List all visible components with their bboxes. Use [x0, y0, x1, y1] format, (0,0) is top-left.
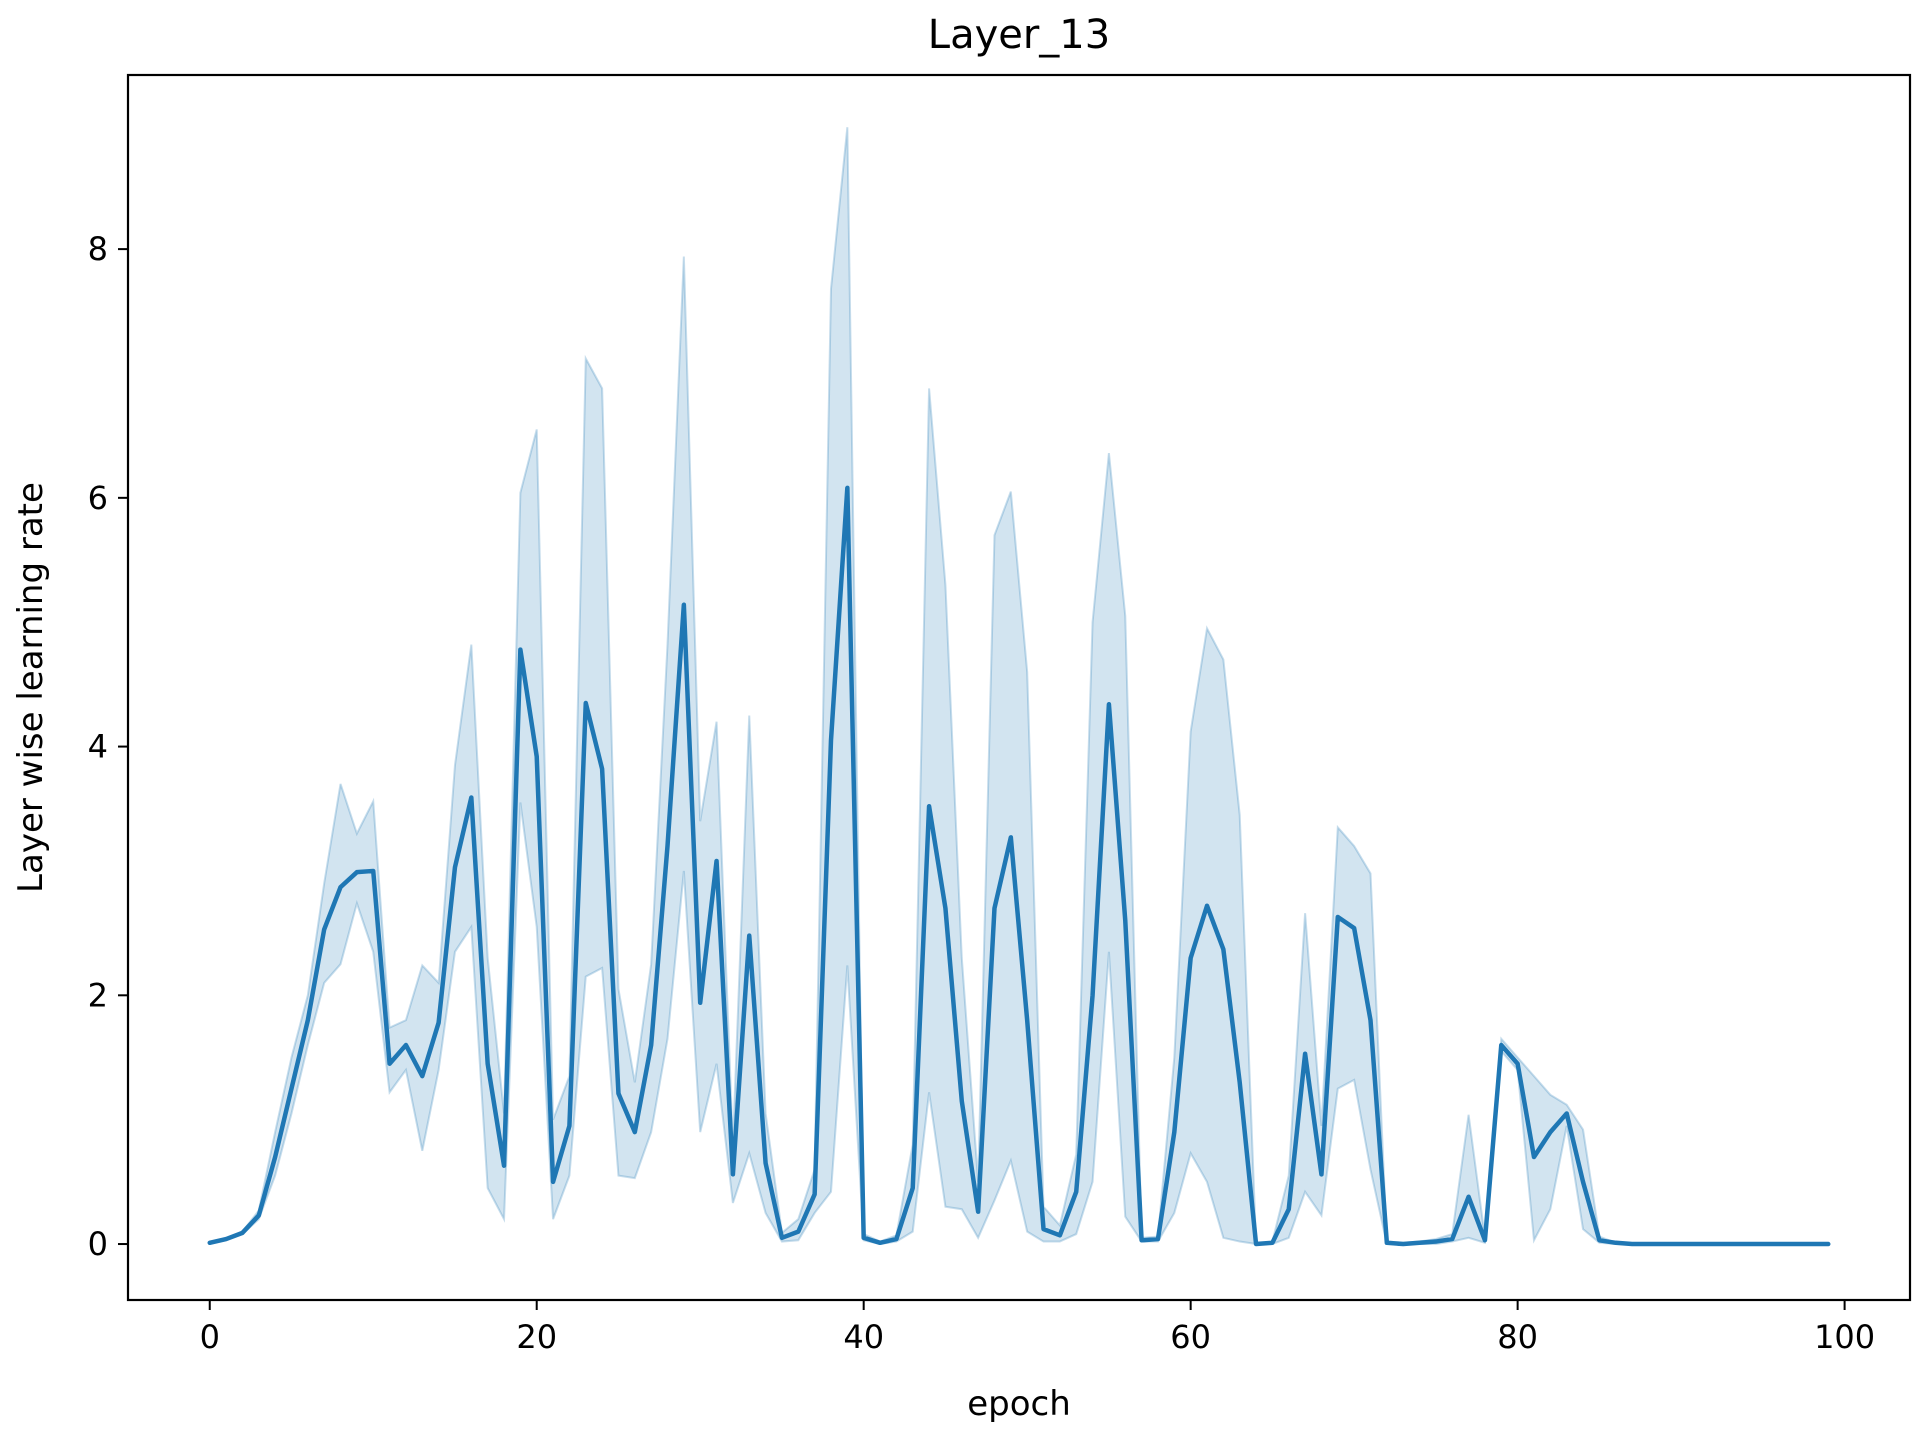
x-tick-label: 60: [1170, 1318, 1211, 1356]
confidence-band-0: [209, 127, 1829, 1246]
x-tick-label: 40: [843, 1318, 884, 1356]
y-tick-label: 8: [88, 230, 108, 268]
x-tick-label: 100: [1814, 1318, 1875, 1356]
y-axis-label: Layer wise learning rate: [11, 482, 51, 893]
x-axis-label: epoch: [967, 1384, 1071, 1424]
series-line-0: [207, 485, 1831, 1247]
y-tick-label: 2: [88, 976, 108, 1014]
plot-frame: [126, 73, 1912, 1302]
y-tick-label: 4: [88, 728, 108, 766]
x-tick-label: 80: [1497, 1318, 1538, 1356]
x-axis-ticks: 0 20 40 60 80 100: [200, 1300, 1875, 1356]
y-axis-ticks: 0 2 4 6 8: [88, 230, 128, 1263]
x-tick-label: 0: [200, 1318, 220, 1356]
x-tick-label: 20: [516, 1318, 557, 1356]
y-tick-label: 6: [88, 479, 108, 517]
chart-title: Layer_13: [928, 12, 1110, 58]
plot-area: [207, 127, 1831, 1247]
y-tick-label: 0: [88, 1225, 108, 1263]
